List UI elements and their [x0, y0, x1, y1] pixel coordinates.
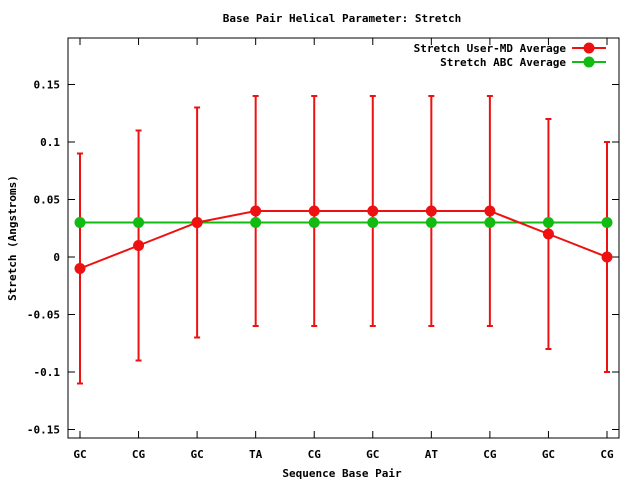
x-tick-label: GC	[542, 448, 555, 461]
data-point	[74, 263, 86, 274]
y-tick-label: -0.05	[27, 309, 60, 322]
y-tick-label: 0.05	[34, 194, 61, 207]
data-point	[542, 217, 554, 228]
data-point	[74, 217, 86, 228]
legend-marker	[583, 42, 595, 54]
data-point	[484, 205, 496, 217]
data-point	[308, 205, 320, 217]
legend-label: Stretch ABC Average	[440, 56, 566, 69]
x-tick-label: CG	[308, 448, 322, 461]
series-line	[79, 210, 608, 270]
x-tick-label: GC	[190, 448, 203, 461]
x-tick-label: CG	[132, 448, 146, 461]
y-tick-label: 0.1	[40, 136, 60, 149]
plot-frame	[67, 37, 620, 439]
series-user-md	[74, 205, 613, 274]
series-abc	[74, 217, 613, 228]
data-point	[191, 217, 203, 228]
data-point	[484, 217, 496, 228]
legend-marker	[583, 56, 595, 68]
data-point	[425, 205, 437, 217]
y-tick-label: -0.1	[34, 366, 61, 379]
x-axis-label: Sequence Base Pair	[282, 467, 402, 480]
x-tick-label: TA	[249, 448, 263, 461]
y-tick-label: 0	[53, 251, 60, 264]
legend-label: Stretch User-MD Average	[414, 42, 567, 55]
x-tick-label: GC	[73, 448, 86, 461]
data-point	[367, 217, 379, 228]
data-point	[133, 240, 145, 251]
x-tick-label: AT	[425, 448, 439, 461]
data-point	[133, 217, 145, 228]
data-point	[367, 205, 379, 217]
x-tick-label: CG	[600, 448, 614, 461]
x-tick-label: CG	[483, 448, 497, 461]
series-layer	[74, 95, 613, 385]
error-bars	[77, 95, 610, 385]
y-axis: -0.15 -0.1 -0.05 0 0.05 0.1 0.15	[27, 79, 619, 437]
x-tick-label: GC	[366, 448, 379, 461]
data-point	[601, 217, 613, 228]
data-point	[308, 217, 320, 228]
data-point	[250, 205, 262, 217]
data-point	[250, 217, 262, 228]
chart-title: Base Pair Helical Parameter: Stretch	[223, 12, 461, 25]
data-point	[425, 217, 437, 228]
y-tick-label: 0.15	[34, 79, 61, 92]
data-point	[601, 251, 613, 263]
y-tick-label: -0.15	[27, 424, 60, 437]
y-axis-label: Stretch (Angstroms)	[6, 175, 19, 301]
x-axis: GC CG GC TA CG GC AT CG GC CG	[73, 38, 614, 461]
data-point	[542, 228, 554, 240]
